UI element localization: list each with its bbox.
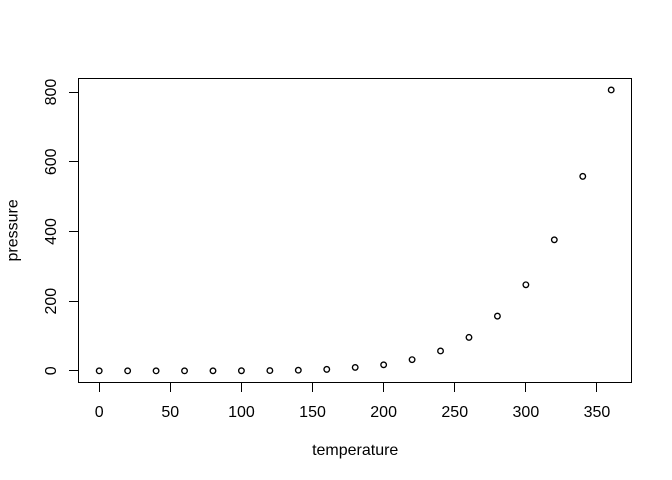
svg-text:0: 0 [43, 366, 60, 375]
svg-text:800: 800 [43, 79, 60, 106]
svg-text:temperature: temperature [312, 442, 398, 459]
svg-text:100: 100 [228, 404, 255, 421]
svg-text:0: 0 [95, 404, 104, 421]
svg-text:150: 150 [299, 404, 326, 421]
svg-text:pressure: pressure [4, 199, 21, 261]
svg-text:400: 400 [43, 218, 60, 245]
svg-text:50: 50 [161, 404, 179, 421]
svg-text:600: 600 [43, 148, 60, 175]
svg-text:350: 350 [584, 404, 611, 421]
svg-text:200: 200 [370, 404, 397, 421]
svg-text:250: 250 [441, 404, 468, 421]
svg-text:200: 200 [43, 288, 60, 315]
svg-text:300: 300 [513, 404, 540, 421]
